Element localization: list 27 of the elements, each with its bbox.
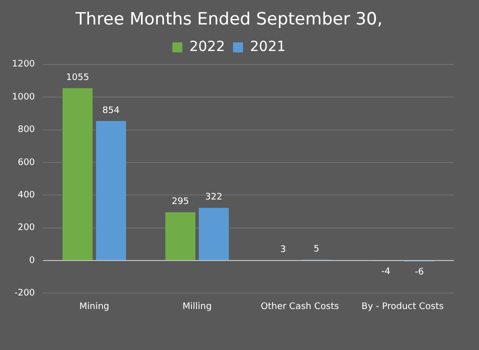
data-label: 295 — [172, 197, 189, 208]
y-tick-label: 1200 — [12, 60, 36, 70]
y-tick-label: 600 — [18, 158, 36, 168]
y-tick-label: 200 — [18, 223, 36, 234]
bar — [96, 120, 126, 260]
y-tick-label: -200 — [14, 288, 36, 299]
x-tick-label: By - Product Costs — [362, 302, 444, 312]
legend-label: 2021 — [250, 39, 286, 56]
y-tick-label: 400 — [18, 190, 36, 200]
x-tick-label: Other Cash Costs — [260, 302, 340, 312]
bar — [198, 208, 229, 260]
y-tick-label: 1000 — [12, 92, 36, 102]
bar — [62, 88, 93, 260]
y-tick-label: 800 — [18, 125, 36, 136]
y-tick-label: 0 — [29, 256, 36, 266]
data-label: 322 — [205, 192, 222, 203]
data-label: 1055 — [66, 72, 90, 83]
x-tick-label: Milling — [182, 302, 212, 312]
legend-label: 2022 — [189, 39, 226, 56]
data-label: 3 — [280, 244, 286, 255]
chart-title: Three Months Ended September 30, — [74, 10, 383, 30]
data-label: -6 — [414, 267, 424, 278]
bar — [165, 212, 196, 260]
data-label: -4 — [381, 267, 391, 278]
data-label: 5 — [314, 244, 320, 255]
x-tick-label: Mining — [79, 302, 110, 312]
data-label: 854 — [102, 106, 120, 116]
